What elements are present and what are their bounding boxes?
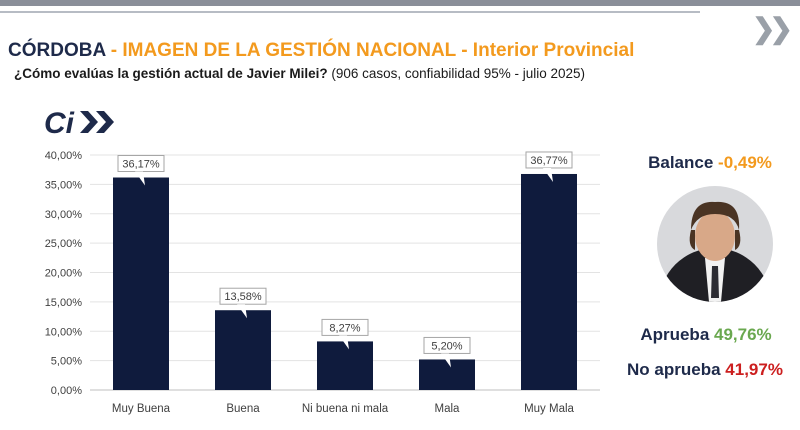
- x-tick-label: Buena: [226, 403, 260, 415]
- bar: [317, 341, 373, 390]
- disapprove-value: 41,97%: [725, 360, 783, 379]
- approve-value: 49,76%: [714, 325, 772, 344]
- data-label-pointer: [237, 304, 247, 319]
- approve-label: Aprueba: [640, 325, 710, 344]
- survey-question: ¿Cómo evalúas la gestión actual de Javie…: [14, 66, 585, 81]
- x-tick-label: Muy Buena: [112, 403, 171, 415]
- person-portrait-icon: [657, 186, 773, 302]
- question-text: ¿Cómo evalúas la gestión actual de Javie…: [14, 66, 328, 81]
- y-tick-label: 20,00%: [45, 268, 83, 280]
- question-meta: (906 casos, confiabilidad 95% - julio 20…: [327, 66, 586, 81]
- logo-text: Ci: [44, 107, 75, 140]
- y-tick-label: 30,00%: [45, 209, 83, 221]
- data-label: 13,58%: [224, 291, 262, 303]
- bar: [215, 310, 271, 390]
- x-tick-label: Mala: [435, 403, 461, 415]
- balance-label: Balance: [648, 153, 714, 172]
- top-decorative-bar: [0, 0, 800, 6]
- x-tick-label: Muy Mala: [524, 403, 574, 415]
- y-tick-label: 40,00%: [45, 150, 83, 162]
- page-title: CÓRDOBA - IMAGEN DE LA GESTIÓN NACIONAL …: [8, 40, 634, 62]
- logo-chevron-2: [96, 111, 114, 133]
- data-label: 36,77%: [530, 155, 568, 167]
- y-tick-label: 25,00%: [45, 238, 83, 250]
- y-tick-label: 5,00%: [51, 356, 82, 368]
- double-chevron-right-icon[interactable]: ❯❯: [752, 13, 793, 44]
- bar-chart: 0,00% 5,00% 10,00% 15,00% 20,00% 25,00% 30,00%…: [45, 150, 600, 415]
- bar: [419, 359, 475, 390]
- top-divider-line: [0, 11, 700, 13]
- x-tick-label: Ni buena ni mala: [302, 403, 389, 415]
- title-separator: -: [105, 40, 123, 61]
- y-tick-label: 10,00%: [45, 326, 83, 338]
- data-label: 5,20%: [431, 340, 462, 352]
- logo-chevron-1: [80, 111, 98, 133]
- title-region: CÓRDOBA: [8, 40, 106, 61]
- bar: [521, 173, 577, 390]
- title-highlight: IMAGEN DE LA GESTIÓN NACIONAL - Interior…: [122, 40, 635, 61]
- disapprove-label: No aprueba: [627, 360, 721, 379]
- data-label: 36,17%: [122, 159, 160, 171]
- data-label: 8,27%: [329, 322, 360, 334]
- bar: [113, 177, 169, 390]
- y-tick-label: 15,00%: [45, 297, 83, 309]
- data-label-pointer: [135, 171, 145, 186]
- balance-value: -0,49%: [718, 153, 772, 172]
- approve-summary: Aprueba 49,76%: [618, 325, 794, 345]
- balance-summary: Balance -0,49%: [630, 153, 790, 173]
- data-label-pointer: [543, 167, 553, 182]
- y-tick-label: 0,00%: [51, 385, 82, 397]
- data-label-pointer: [339, 335, 349, 350]
- data-label-pointer: [441, 353, 451, 368]
- ci-logo: Ci: [44, 107, 114, 140]
- y-tick-label: 35,00%: [45, 179, 83, 191]
- disapprove-summary: No aprueba 41,97%: [612, 360, 798, 380]
